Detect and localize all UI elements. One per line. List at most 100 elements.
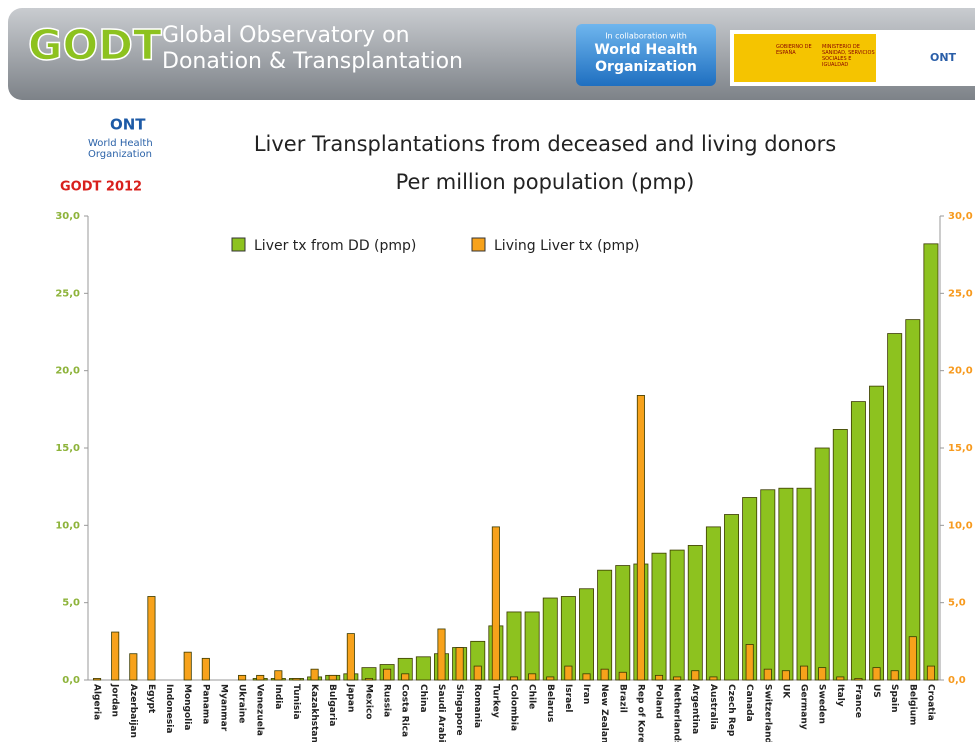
bar <box>763 668 772 681</box>
bar <box>582 673 591 681</box>
x-tick-label: New Zealand <box>599 684 609 742</box>
bar <box>383 668 392 681</box>
bar <box>850 401 866 681</box>
bar <box>724 514 740 681</box>
bar <box>183 651 192 681</box>
bar <box>872 667 881 681</box>
x-tick-label: Jordan <box>110 683 120 717</box>
bar <box>473 665 482 681</box>
x-tick-label: Singapore <box>454 684 464 736</box>
x-tick-label: Costa Rica <box>400 684 410 737</box>
x-tick-label: Brazil <box>617 684 627 713</box>
logo: GODT <box>28 21 162 70</box>
x-tick-label: Ukraine <box>237 684 247 723</box>
bar <box>524 611 540 681</box>
x-tick-label: Bulgaria <box>327 684 337 726</box>
bar <box>201 657 210 681</box>
bar <box>579 588 594 681</box>
x-tick-label: Turkey <box>490 684 500 718</box>
bar <box>618 671 627 681</box>
bar <box>887 333 903 681</box>
bar <box>292 678 301 681</box>
bar <box>890 670 899 681</box>
bar <box>129 653 138 681</box>
bar <box>509 676 519 681</box>
y-tick-label: 10,0 <box>55 520 80 531</box>
bar <box>926 665 935 681</box>
y-tick-label: 25,0 <box>55 288 80 299</box>
bar <box>147 596 156 681</box>
x-tick-label: UK <box>780 684 790 699</box>
y2-tick-label: 15,0 <box>948 443 973 454</box>
x-tick-label: Argentina <box>690 684 700 734</box>
y2-tick-label: 25,0 <box>948 288 973 299</box>
y-tick-label: 5,0 <box>62 598 80 609</box>
x-tick-label: Algeria <box>92 684 102 720</box>
bar <box>238 674 247 681</box>
x-tick-label: Saudi Arabia <box>436 684 446 742</box>
x-tick-label: China <box>418 684 428 713</box>
y2-tick-label: 0,0 <box>948 675 966 686</box>
x-tick-label: Azerbaijan <box>128 684 138 738</box>
banner-line: Donation & Transplantation <box>162 49 463 74</box>
x-tick-label: Italy <box>835 684 845 707</box>
collab: In collaboration with <box>605 32 687 41</box>
x-tick-label: India <box>273 684 283 709</box>
bar <box>111 631 120 681</box>
bar <box>905 319 921 681</box>
x-tick-label: Germany <box>799 684 809 730</box>
side-who: World Health Organization <box>88 138 153 160</box>
x-tick-label: Japan <box>345 683 355 712</box>
y-tick-label: 15,0 <box>55 443 80 454</box>
bar <box>564 665 573 681</box>
x-tick-label: Iran <box>581 684 591 704</box>
chart-subtitle: Per million population (pmp) <box>396 170 695 194</box>
x-tick-label: Panama <box>200 684 210 724</box>
who-box <box>576 24 716 86</box>
x-tick-label: Belgium <box>907 684 917 725</box>
x-tick-label: Colombia <box>509 684 519 731</box>
x-tick-label: Switzerland <box>762 684 772 742</box>
x-tick-label: US <box>871 684 881 698</box>
bar <box>832 429 848 681</box>
y-tick-label: 30,0 <box>55 211 80 222</box>
bar <box>709 676 718 681</box>
bar <box>836 676 845 681</box>
bar <box>854 678 863 681</box>
y2-tick-label: 30,0 <box>948 211 973 222</box>
x-tick-label: Spain <box>889 684 899 713</box>
bar <box>491 526 500 681</box>
y-tick-label: 20,0 <box>55 366 80 377</box>
x-tick-label: Mongolia <box>182 684 192 730</box>
bar <box>528 673 537 681</box>
bar <box>93 678 102 681</box>
bar <box>328 674 337 681</box>
x-tick-label: Poland <box>654 684 664 719</box>
gov: GOBIERNO DE ESPAÑA <box>776 44 812 56</box>
x-tick-label: Egypt <box>146 684 156 714</box>
x-tick-label: Chile <box>527 684 537 709</box>
bar <box>691 670 700 681</box>
legend-swatch <box>471 237 486 252</box>
y-tick-label: 0,0 <box>62 675 80 686</box>
x-tick-label: Kazakhstan <box>309 684 319 742</box>
bar <box>651 552 667 681</box>
x-tick-label: Indonesia <box>164 684 174 733</box>
x-tick-label: Australia <box>708 684 718 730</box>
x-tick-label: Netherlands <box>672 684 682 742</box>
y2-tick-label: 5,0 <box>948 598 966 609</box>
bar <box>274 670 283 681</box>
gov-flag <box>734 34 876 82</box>
x-tick-label: Mexico <box>363 684 373 719</box>
bar <box>256 674 265 681</box>
bar <box>781 670 790 681</box>
who: World Health Organization <box>594 42 698 75</box>
banner-line: Global Observatory on <box>162 23 410 48</box>
bar <box>455 647 464 681</box>
x-tick-label: Canada <box>744 684 754 722</box>
ministry: MINISTERIO DE SANIDAD, SERVICIOS SOCIALE… <box>822 44 875 68</box>
bar <box>745 644 754 681</box>
bar <box>506 611 522 681</box>
bar <box>814 447 830 681</box>
x-tick-label: Myanmar <box>218 684 228 732</box>
